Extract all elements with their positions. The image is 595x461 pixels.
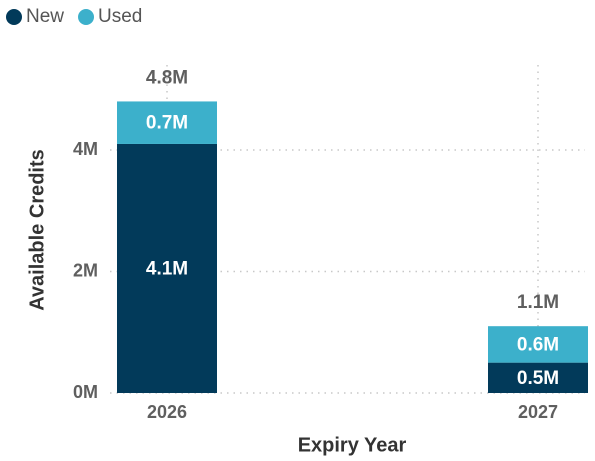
bar-segment <box>488 362 588 393</box>
bar-segment <box>488 326 588 363</box>
bar-segment <box>117 101 217 144</box>
bar-value-label: 0.5M <box>517 368 559 389</box>
bar-value-label: 0.6M <box>517 334 559 355</box>
total-label: 4.8M <box>146 67 188 88</box>
x-tick-label: 2026 <box>147 402 187 422</box>
x-axis-title: Expiry Year <box>298 434 407 456</box>
x-tick-label: 2027 <box>518 402 558 422</box>
bar-value-label: 0.7M <box>146 113 188 134</box>
legend-swatch <box>78 9 95 25</box>
total-label: 1.1M <box>517 292 559 313</box>
y-tick-label: 0M <box>73 382 98 402</box>
legend-label: Used <box>98 6 142 27</box>
y-tick-label: 4M <box>73 139 98 159</box>
bar-segment <box>117 143 217 393</box>
legend-label: New <box>26 6 64 27</box>
legend-swatch <box>6 9 22 25</box>
y-tick-label: 2M <box>73 260 98 280</box>
y-axis-title: Available Credits <box>26 149 48 311</box>
bar-value-label: 4.1M <box>146 258 188 279</box>
